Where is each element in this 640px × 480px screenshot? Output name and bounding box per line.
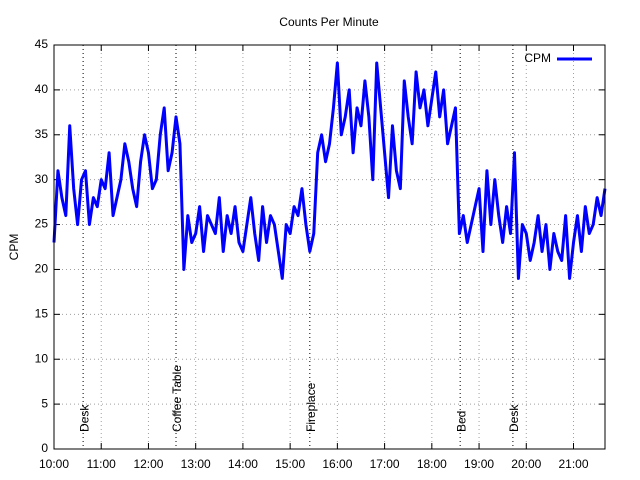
event-label: Bed	[454, 411, 468, 432]
event-label: Fireplace	[304, 382, 318, 432]
x-tick-label: 14:00	[228, 457, 258, 471]
x-tick-label: 19:00	[464, 457, 494, 471]
chart-title: Counts Per Minute	[279, 15, 379, 29]
x-tick-label: 18:00	[417, 457, 447, 471]
y-axis-label: CPM	[7, 234, 21, 261]
x-tick-label: 16:00	[322, 457, 352, 471]
x-tick-label: 17:00	[370, 457, 400, 471]
y-tick-label: 0	[41, 441, 48, 455]
x-tick-label: 20:00	[511, 457, 541, 471]
x-tick-label: 13:00	[181, 457, 211, 471]
y-tick-label: 45	[35, 37, 49, 51]
x-tick-label: 21:00	[558, 457, 588, 471]
y-tick-label: 15	[35, 307, 49, 321]
y-tick-label: 35	[35, 127, 49, 141]
event-label: Desk	[507, 404, 521, 432]
y-tick-label: 5	[41, 396, 48, 410]
y-tick-label: 25	[35, 217, 49, 231]
x-tick-label: 12:00	[133, 457, 163, 471]
legend-label: CPM	[524, 51, 551, 65]
data-line	[52, 61, 607, 280]
x-tick-label: 11:00	[87, 457, 116, 471]
event-label: Coffee Table	[170, 365, 184, 432]
y-tick-label: 20	[35, 262, 49, 276]
plot-frame	[53, 44, 606, 450]
x-tick-label: 15:00	[275, 457, 305, 471]
x-tick-label: 10:00	[39, 457, 69, 471]
y-tick-label: 40	[35, 82, 49, 96]
y-tick-label: 30	[35, 172, 49, 186]
y-tick-label: 10	[35, 351, 49, 365]
event-label: Desk	[77, 404, 91, 432]
